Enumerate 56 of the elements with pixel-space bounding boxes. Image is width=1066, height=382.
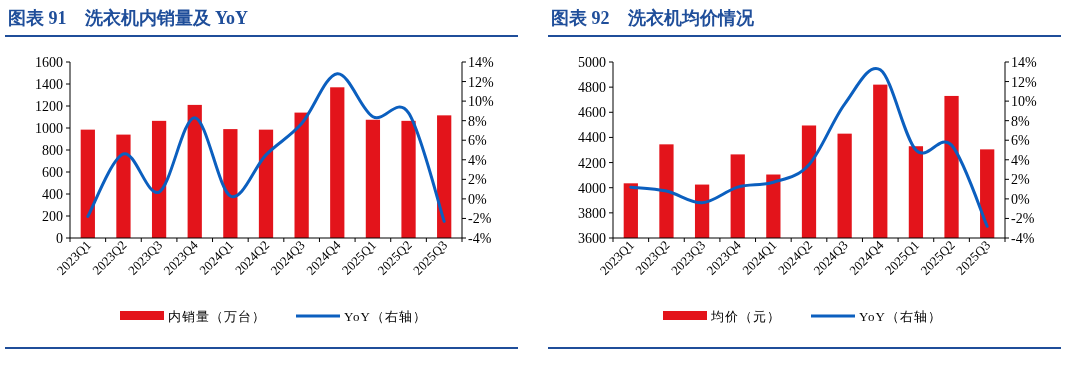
legend-label: 内销量（万台）: [168, 309, 266, 324]
y2-tick-label: -4%: [468, 231, 492, 246]
y-tick-label: 4600: [578, 105, 606, 121]
y2-tick-label: 4%: [468, 152, 487, 168]
y-tick-label: 4000: [578, 180, 606, 196]
y-tick-label: 4800: [578, 80, 606, 96]
y2-tick-label: -2%: [468, 211, 492, 227]
y-tick-label: 200: [42, 209, 63, 224]
bar: [151, 120, 167, 238]
y-tick-label: 3800: [578, 205, 606, 221]
bar: [365, 119, 381, 238]
y-tick-label: 1200: [35, 99, 63, 114]
legend-label: YoY（右轴）: [859, 309, 942, 324]
y-tick-label: 800: [42, 143, 63, 158]
y2-tick-label: 4%: [1011, 152, 1030, 168]
y2-tick-label: 10%: [1011, 94, 1037, 110]
y2-tick-label: -4%: [1011, 231, 1035, 246]
y2-tick-label: 2%: [468, 172, 487, 188]
legend-label: YoY（右轴）: [344, 309, 427, 324]
y2-tick-label: 12%: [468, 74, 494, 90]
bar: [80, 129, 95, 238]
line-series: [86, 72, 446, 223]
y-tick-label: 3600: [578, 231, 606, 246]
y-tick-label: 1600: [35, 55, 63, 70]
bar: [187, 104, 202, 238]
bar: [223, 129, 238, 238]
y2-tick-label: 6%: [468, 133, 487, 149]
y2-tick-label: 6%: [1011, 133, 1030, 149]
y-tick-label: 600: [42, 165, 63, 180]
bar: [258, 129, 274, 238]
bar: [330, 87, 345, 238]
y2-tick-label: 0%: [468, 191, 487, 207]
y2-tick-label: 14%: [1011, 55, 1037, 70]
y2-tick-label: 8%: [468, 113, 487, 129]
y2-tick-label: 10%: [468, 94, 494, 110]
bar: [294, 112, 309, 238]
bar: [116, 134, 131, 238]
y-tick-label: 0: [56, 231, 63, 246]
y-tick-label: 1400: [35, 77, 63, 92]
y2-tick-label: 0%: [1011, 191, 1030, 207]
y-tick-label: 5000: [578, 55, 606, 70]
bar: [401, 120, 416, 238]
y2-tick-label: 12%: [1011, 74, 1037, 90]
chart-title: 图表 92 洗衣机均价情况: [551, 8, 755, 28]
y2-tick-label: 8%: [1011, 113, 1030, 129]
y-tick-label: 4200: [578, 155, 606, 171]
line-series: [629, 67, 989, 228]
legend-label: 均价（元）: [710, 309, 781, 324]
y-tick-label: 400: [42, 187, 63, 202]
bar: [437, 115, 452, 238]
y-tick-label: 4400: [578, 130, 606, 146]
y2-tick-label: 2%: [1011, 172, 1030, 188]
chart-title: 图表 91 洗衣机内销量及 YoY: [8, 8, 249, 28]
y2-tick-label: 14%: [468, 55, 494, 70]
y-tick-label: 1000: [35, 121, 63, 136]
y2-tick-label: -2%: [1011, 211, 1035, 227]
